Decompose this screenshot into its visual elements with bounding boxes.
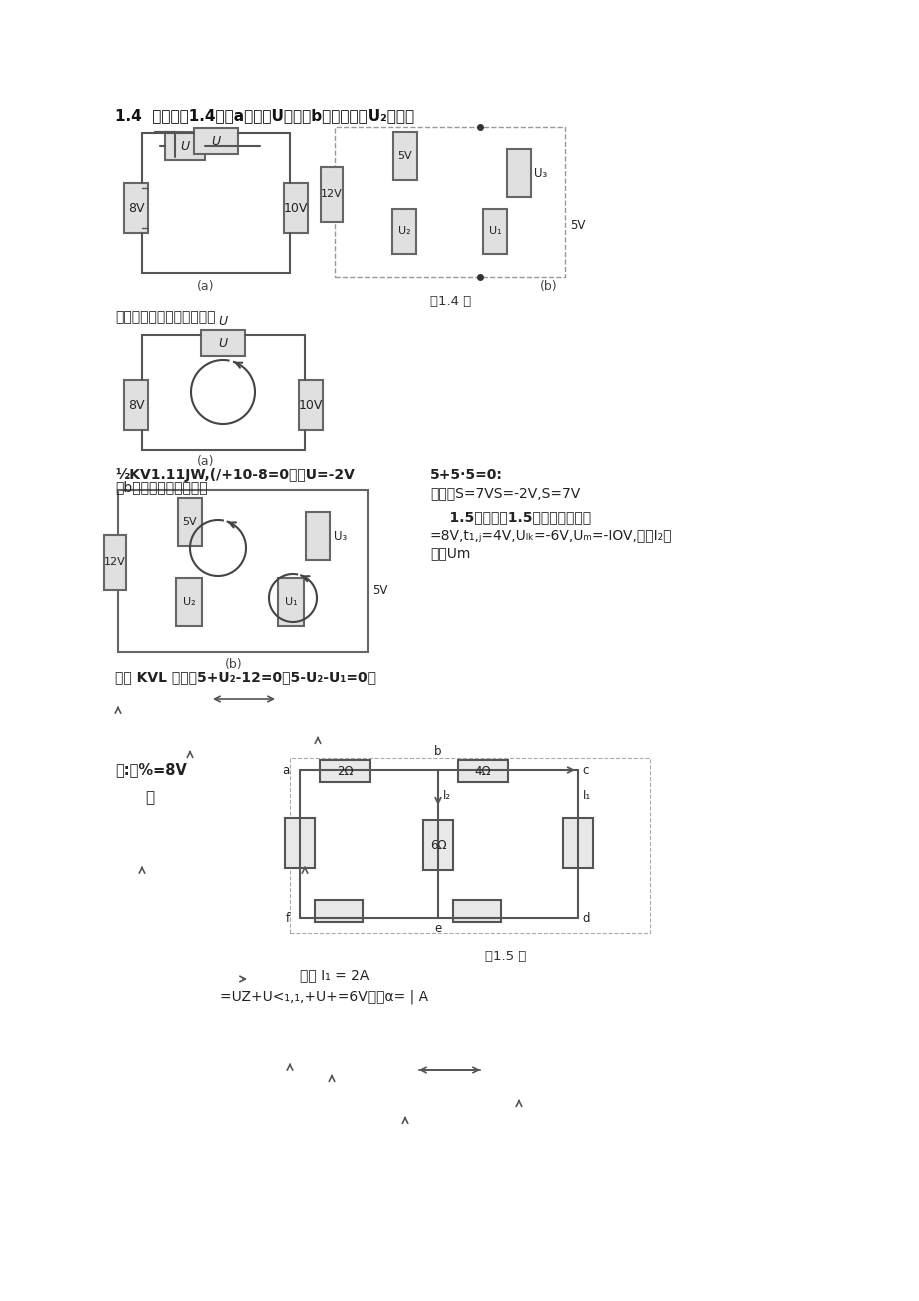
Text: =8V,t₁,ⱼ=4V,Uₗₖ=-6V,Uₘ=-IOV,求小I₂和: =8V,t₁,ⱼ=4V,Uₗₖ=-6V,Uₘ=-IOV,求小I₂和 — [429, 528, 672, 543]
Text: （b）绕行方向如图所示: （b）绕行方向如图所示 — [115, 480, 208, 494]
Text: 5V: 5V — [397, 151, 412, 161]
Bar — [177, 498, 202, 546]
Text: 8V: 8V — [128, 202, 144, 215]
Bar — [506, 150, 530, 196]
Bar — [124, 380, 148, 431]
Bar — [285, 818, 314, 868]
Text: =UZ+U<₁,₁,+U+=6V可得α= | A: =UZ+U<₁,₁,+U+=6V可得α= | A — [220, 990, 427, 1004]
Text: (a): (a) — [197, 455, 214, 468]
Text: 10V: 10V — [299, 398, 323, 411]
Bar — [314, 900, 363, 922]
Bar — [176, 578, 202, 626]
Bar — [165, 131, 205, 160]
Text: 5V: 5V — [371, 584, 387, 596]
Text: 6Ω: 6Ω — [429, 839, 446, 851]
Text: U₁: U₁ — [284, 597, 297, 608]
Text: 12V: 12V — [104, 557, 126, 567]
Bar — [391, 209, 415, 254]
Text: b: b — [434, 745, 441, 758]
Bar — [392, 131, 416, 180]
Text: 解得：S=7VS=-2V,S=7V: 解得：S=7VS=-2V,S=7V — [429, 487, 580, 500]
Text: 5V: 5V — [570, 219, 584, 232]
Bar — [194, 127, 238, 154]
Text: U₁: U₁ — [488, 226, 501, 235]
Text: 5V: 5V — [183, 516, 197, 527]
Text: c: c — [582, 764, 588, 777]
Text: 解:由%=8V: 解:由%=8V — [115, 762, 187, 777]
Bar — [458, 760, 507, 782]
Text: U₃: U₃ — [533, 167, 547, 180]
Text: (b): (b) — [225, 658, 243, 671]
Bar — [423, 820, 452, 870]
Text: a: a — [282, 764, 289, 777]
Text: 8V: 8V — [128, 398, 144, 411]
Text: 5+5·5=0:: 5+5·5=0: — [429, 468, 503, 481]
Text: 2Ω: 2Ω — [336, 765, 353, 778]
Text: 列写 KVL 方程：5+U₂-12=0；5-U₂-U₁=0；: 列写 KVL 方程：5+U₂-12=0；5-U₂-U₁=0； — [115, 670, 376, 684]
Text: f: f — [286, 912, 289, 925]
Bar — [321, 167, 343, 222]
Bar — [562, 818, 593, 868]
Text: e: e — [434, 922, 441, 935]
Text: 12V: 12V — [321, 189, 343, 199]
Text: 解：（八）绕行方向如图所: 解：（八）绕行方向如图所 — [115, 310, 215, 324]
Bar — [320, 760, 369, 782]
Bar — [289, 758, 650, 933]
Text: U: U — [218, 337, 227, 350]
Text: 4Ω: 4Ω — [474, 765, 491, 778]
Bar — [118, 490, 368, 652]
Text: (a): (a) — [197, 280, 214, 293]
Text: 小、Um: 小、Um — [429, 546, 470, 559]
Text: 1.4  分别求题1.4图（a＞中的U和图（b）中的５、U₂和５。: 1.4 分别求题1.4图（a＞中的U和图（b）中的５、U₂和５。 — [115, 108, 414, 124]
Text: 1.5电路如题1.5图所示，已知氏: 1.5电路如题1.5图所示，已知氏 — [429, 510, 591, 524]
Bar — [284, 183, 308, 233]
Text: U: U — [180, 139, 189, 152]
Bar — [335, 127, 564, 277]
Bar — [452, 900, 501, 922]
Text: U: U — [211, 134, 221, 147]
Text: U₂: U₂ — [183, 597, 195, 608]
Bar — [306, 513, 330, 559]
Bar — [299, 380, 323, 431]
Text: U₂: U₂ — [397, 226, 410, 235]
Text: U: U — [218, 315, 227, 328]
Text: 题1.4 图: 题1.4 图 — [429, 295, 471, 308]
Bar — [482, 209, 506, 254]
Bar — [200, 330, 244, 356]
Text: I₁: I₁ — [583, 788, 591, 801]
Bar — [104, 535, 126, 589]
Bar — [124, 183, 148, 233]
Bar — [278, 578, 303, 626]
Text: 可得 I₁ = 2A: 可得 I₁ = 2A — [300, 968, 369, 982]
Text: (b): (b) — [539, 280, 557, 293]
Text: ½KV1.11JW,(/+10-8=0所以U=-2V: ½KV1.11JW,(/+10-8=0所以U=-2V — [115, 468, 355, 481]
Text: 题1.5 图: 题1.5 图 — [484, 950, 526, 963]
Text: 人: 人 — [145, 790, 154, 805]
Text: d: d — [582, 912, 589, 925]
Text: 10V: 10V — [283, 202, 308, 215]
Text: U₃: U₃ — [334, 530, 346, 543]
Text: I₂: I₂ — [443, 788, 450, 801]
